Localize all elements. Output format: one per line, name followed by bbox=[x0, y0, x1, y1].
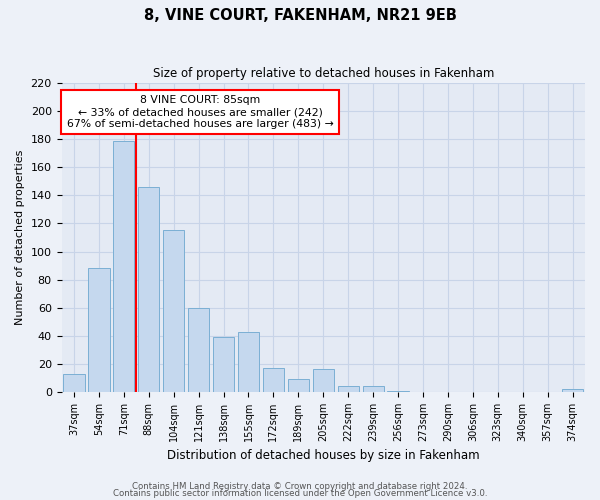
Bar bbox=[88, 268, 110, 392]
Text: Contains public sector information licensed under the Open Government Licence v3: Contains public sector information licen… bbox=[113, 490, 487, 498]
Bar bbox=[562, 389, 583, 392]
Bar bbox=[213, 337, 234, 392]
Text: 8 VINE COURT: 85sqm
← 33% of detached houses are smaller (242)
67% of semi-detac: 8 VINE COURT: 85sqm ← 33% of detached ho… bbox=[67, 96, 334, 128]
Bar bbox=[288, 380, 309, 392]
X-axis label: Distribution of detached houses by size in Fakenham: Distribution of detached houses by size … bbox=[167, 450, 479, 462]
Bar bbox=[263, 368, 284, 392]
Bar bbox=[313, 370, 334, 392]
Bar bbox=[388, 390, 409, 392]
Bar bbox=[163, 230, 184, 392]
Bar bbox=[338, 386, 359, 392]
Bar bbox=[64, 374, 85, 392]
Bar bbox=[113, 140, 134, 392]
Bar bbox=[362, 386, 384, 392]
Y-axis label: Number of detached properties: Number of detached properties bbox=[15, 150, 25, 325]
Text: 8, VINE COURT, FAKENHAM, NR21 9EB: 8, VINE COURT, FAKENHAM, NR21 9EB bbox=[143, 8, 457, 22]
Title: Size of property relative to detached houses in Fakenham: Size of property relative to detached ho… bbox=[152, 68, 494, 80]
Text: Contains HM Land Registry data © Crown copyright and database right 2024.: Contains HM Land Registry data © Crown c… bbox=[132, 482, 468, 491]
Bar bbox=[138, 187, 160, 392]
Bar bbox=[238, 332, 259, 392]
Bar bbox=[188, 308, 209, 392]
